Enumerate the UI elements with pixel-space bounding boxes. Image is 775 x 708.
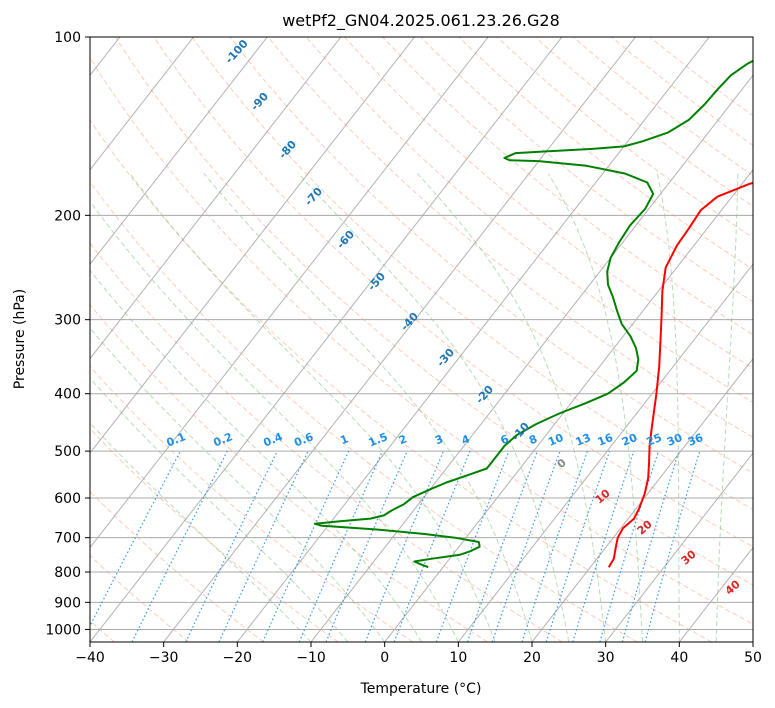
y-tick-label: 100: [54, 30, 81, 46]
mixing-ratio-label: 20: [620, 431, 639, 449]
dry-adiabat-line: [344, 37, 753, 369]
mixing-ratio-label: 2: [397, 432, 409, 447]
mixing-ratio-label: 36: [686, 431, 705, 449]
y-tick-label: 300: [54, 313, 81, 329]
moist-adiabat-line: [90, 269, 422, 642]
mixing-ratio-label: 8: [527, 432, 539, 447]
y-tick-label: 1000: [45, 622, 81, 638]
dry-adiabat-line: [90, 365, 414, 642]
mixing-ratio-line: [491, 450, 561, 642]
mixing-ratio-line: [393, 450, 471, 642]
moist-adiabat-line: [298, 173, 570, 642]
mixing-ratio-label: 25: [645, 431, 664, 449]
isotherm-line: [384, 168, 753, 642]
isotherm-line: [90, 37, 194, 171]
mixing-ratio-label: 30: [665, 431, 684, 449]
temperature-profile-line: [607, 181, 753, 568]
moist-adiabat-line: [203, 173, 533, 642]
mixing-ratio-line: [644, 450, 701, 642]
isotherm-line: [90, 37, 415, 454]
dry-adiabat-line: [90, 490, 264, 642]
isotherm-line: [90, 37, 563, 642]
y-axis: 100 200 300 400 500 600 700 800 900 1000: [45, 30, 90, 638]
chart-title: wetPf2_GN04.2025.061.23.26.G28: [282, 11, 560, 31]
y-tick-label: 900: [54, 595, 81, 611]
background-lines: [90, 37, 753, 642]
dry-adiabat-line: [90, 119, 712, 642]
isotherm-line: [531, 357, 753, 642]
plot-frame: [89, 36, 754, 643]
x-tick-label: 0: [380, 650, 389, 666]
y-axis-title: Pressure (hPa): [12, 289, 28, 389]
y-tick-label: 200: [54, 208, 81, 224]
y-tick-label: 600: [54, 491, 81, 507]
dewpoint-profile-line: [313, 59, 753, 569]
mixing-ratio-line: [621, 450, 680, 642]
mixing-ratio-line: [521, 450, 589, 642]
x-tick-label: −40: [75, 650, 105, 666]
mixing-ratio-label: 16: [596, 431, 615, 449]
moist-adiabat-line: [547, 173, 643, 642]
mixing-ratio-line: [298, 450, 384, 642]
x-axis-title: Temperature (°C): [360, 681, 482, 697]
mixing-ratio-label: 10: [546, 431, 565, 449]
mixing-ratio-line: [572, 450, 635, 642]
moist-adiabat-line: [656, 173, 680, 642]
y-tick-label: 800: [54, 565, 81, 581]
mixing-ratio-line: [435, 450, 510, 642]
x-tick-label: −30: [149, 650, 179, 666]
isotherm-line: [163, 37, 636, 642]
dry-adiabat-line: [90, 242, 563, 642]
y-tick-label: 500: [54, 444, 81, 460]
mixing-ratio-line: [466, 450, 538, 642]
x-tick-label: 10: [449, 650, 467, 666]
x-tick-label: −20: [223, 650, 253, 666]
moist-adiabat-line: [90, 200, 459, 642]
mixing-ratio-line: [325, 450, 408, 642]
moist-adiabat-line: [90, 327, 386, 642]
isotherm-line: [605, 452, 753, 642]
profile-lines: [313, 59, 753, 569]
line-labels: 0.1 0.2 0.4 0.6 1 1.5 2 3 4 6 8 10 13 16 20 25 30 36-100-…: [165, 37, 743, 598]
y-tick-label: 400: [54, 387, 81, 403]
moist-adiabat-line: [129, 173, 496, 642]
x-tick-label: −10: [296, 650, 326, 666]
isotherm-line: [90, 37, 489, 549]
dry-adiabat-line: [90, 554, 190, 642]
dry-adiabat-line: [305, 37, 753, 404]
moist-adiabat-line: [90, 377, 349, 642]
isotherm-line: [236, 37, 710, 642]
x-tick-label: 50: [744, 650, 762, 666]
mixing-ratio-label: 1: [338, 432, 350, 447]
dry-adiabat-line: [115, 37, 753, 586]
dry-adiabat-line: [90, 304, 488, 642]
mixing-ratio-line: [599, 450, 660, 642]
x-tick-label: 40: [670, 650, 688, 666]
dry-adiabat-line: [229, 37, 753, 474]
dry-adiabat-line: [90, 181, 638, 642]
mixing-ratio-label: 13: [574, 431, 593, 449]
isotherm-line: [90, 37, 342, 360]
mixing-ratio-line: [262, 450, 350, 642]
mixing-ratio-label: 3: [433, 432, 445, 447]
isotherm-line: [310, 74, 753, 642]
x-tick-label: 30: [597, 650, 615, 666]
y-tick-label: 700: [54, 531, 81, 547]
moist-adiabat-line: [715, 173, 739, 642]
x-tick-label: 20: [523, 650, 541, 666]
dry-adiabat-line: [90, 56, 753, 625]
mixing-ratio-line: [364, 450, 444, 642]
x-axis: −40 −30 −20 −10 0 10 20 30 40 50: [75, 642, 762, 666]
mixing-ratio-line: [131, 450, 228, 642]
isotherm-line: [90, 37, 268, 266]
isotherm-line: [457, 263, 753, 642]
dry-adiabat-line: [382, 37, 753, 336]
mixing-ratio-line: [545, 450, 611, 642]
